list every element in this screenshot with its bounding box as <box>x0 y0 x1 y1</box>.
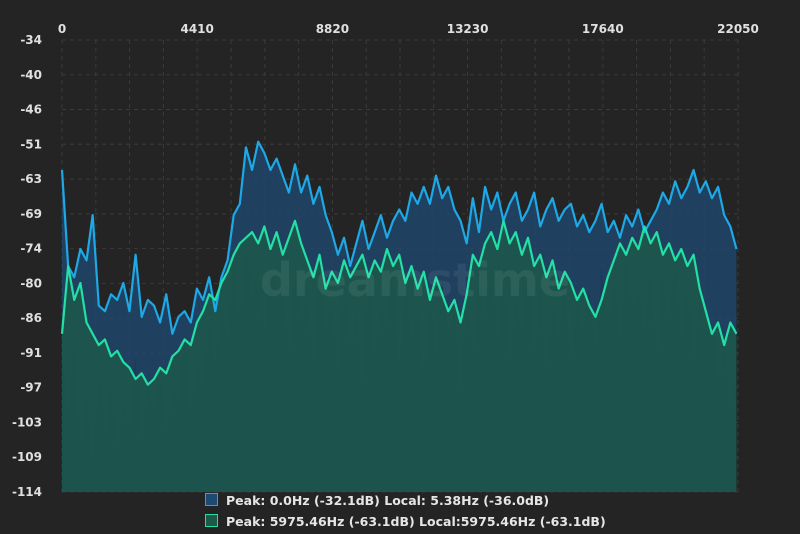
y-tick-label: -69 <box>20 207 42 221</box>
series-area-1 <box>62 220 737 493</box>
y-tick-label: -114 <box>12 485 42 499</box>
y-tick-label: -74 <box>20 242 42 256</box>
series-group <box>60 140 738 493</box>
x-axis-ticks: 0 4410 8820 13230 17640 22050 <box>58 22 759 36</box>
watermark: dreamstime <box>260 253 570 307</box>
y-tick-label: -109 <box>12 450 42 464</box>
series-line-1 <box>60 219 738 386</box>
series-line-0 <box>60 140 738 335</box>
x-tick-label: 13230 <box>447 22 489 36</box>
y-tick-label: -46 <box>20 103 42 117</box>
x-tick-label: 8820 <box>316 22 349 36</box>
y-tick-label: -51 <box>20 137 42 151</box>
y-tick-label: -91 <box>20 346 42 360</box>
x-tick-label: 22050 <box>717 22 759 36</box>
legend-swatch-blue <box>205 493 218 506</box>
legend-text-blue: Peak: 0.0Hz (-32.1dB) Local: 5.38Hz (-36… <box>226 493 550 508</box>
x-tick-label: 17640 <box>582 22 624 36</box>
y-tick-label: -80 <box>20 276 42 290</box>
y-tick-label: -97 <box>20 381 42 395</box>
legend-entry-green: Peak: 5975.46Hz (-63.1dB) Local:5975.46H… <box>205 514 606 529</box>
legend-entry-blue: Peak: 0.0Hz (-32.1dB) Local: 5.38Hz (-36… <box>205 493 549 508</box>
legend-text-green: Peak: 5975.46Hz (-63.1dB) Local:5975.46H… <box>226 514 606 529</box>
x-tick-label: 4410 <box>180 22 213 36</box>
y-tick-label: -86 <box>20 311 42 325</box>
legend-swatch-green <box>205 514 218 527</box>
y-axis-ticks: -34 -40 -46 -51 -63 -69 -74 -80 -86 -91 -97 -103 -10… <box>12 33 42 499</box>
y-tick-label: -63 <box>20 172 42 186</box>
y-tick-label: -34 <box>20 33 42 47</box>
y-tick-label: -40 <box>20 68 42 82</box>
x-tick-label: 0 <box>58 22 66 36</box>
y-tick-label: -103 <box>12 415 42 429</box>
